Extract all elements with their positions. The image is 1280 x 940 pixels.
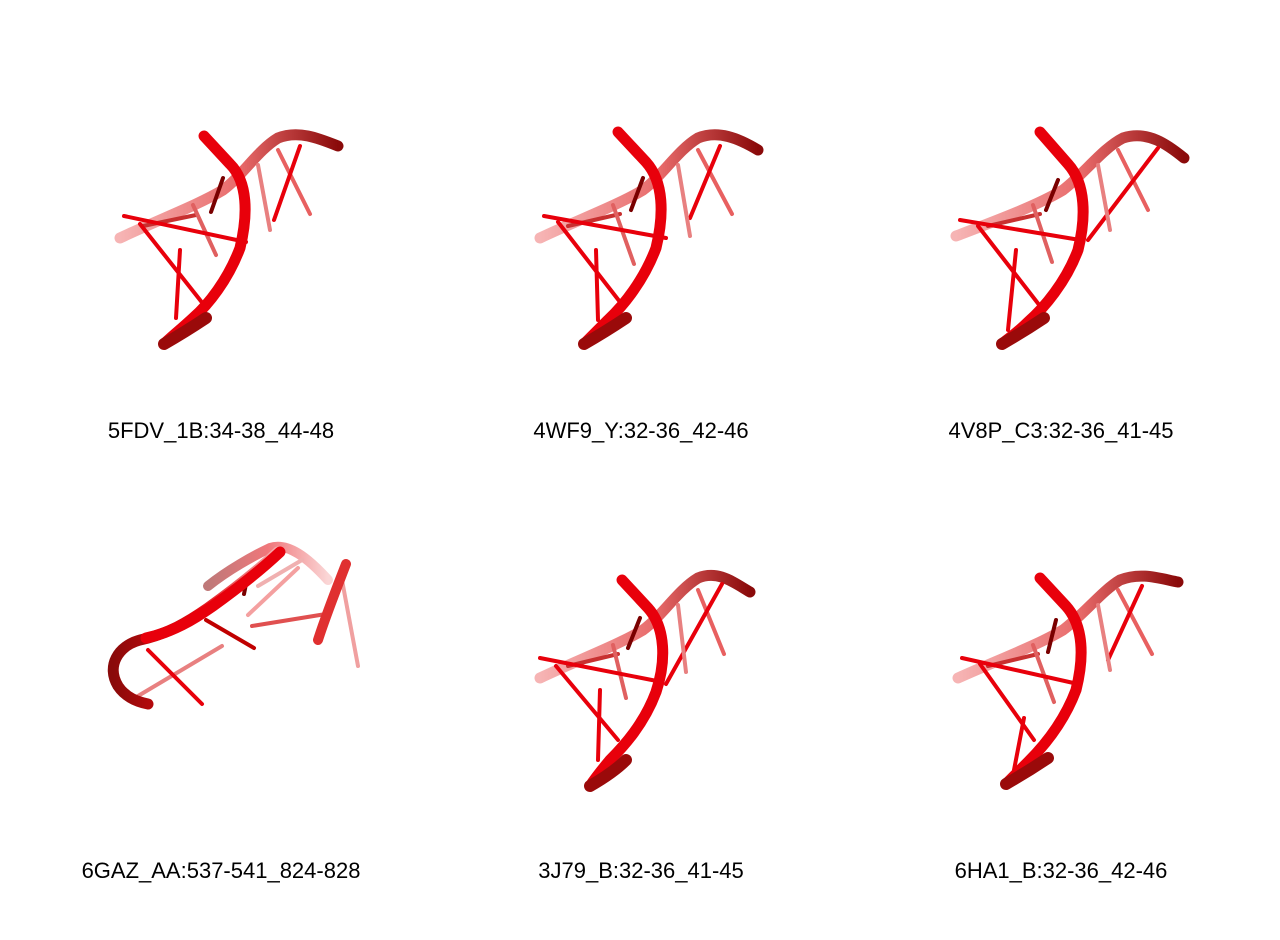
structure-panel-1: 5FDV_1B:34-38_44-48 xyxy=(8,0,434,470)
structure-label: 3J79_B:32-36_41-45 xyxy=(428,858,854,884)
rna-structure-render xyxy=(428,0,854,400)
rna-structure-render xyxy=(8,0,434,400)
rna-structure-render xyxy=(428,440,854,840)
rna-structure-render xyxy=(848,0,1274,400)
rna-structure-render xyxy=(8,440,434,840)
rna-structure-render xyxy=(848,440,1274,840)
structure-panel-6: 6HA1_B:32-36_42-46 xyxy=(848,440,1274,910)
structure-panel-2: 4WF9_Y:32-36_42-46 xyxy=(428,0,854,470)
structure-panel-5: 3J79_B:32-36_41-45 xyxy=(428,440,854,910)
structure-label: 6HA1_B:32-36_42-46 xyxy=(848,858,1274,884)
structure-label: 6GAZ_AA:537-541_824-828 xyxy=(8,858,434,884)
structure-panel-4: 6GAZ_AA:537-541_824-828 xyxy=(8,440,434,910)
structure-panel-3: 4V8P_C3:32-36_41-45 xyxy=(848,0,1274,470)
